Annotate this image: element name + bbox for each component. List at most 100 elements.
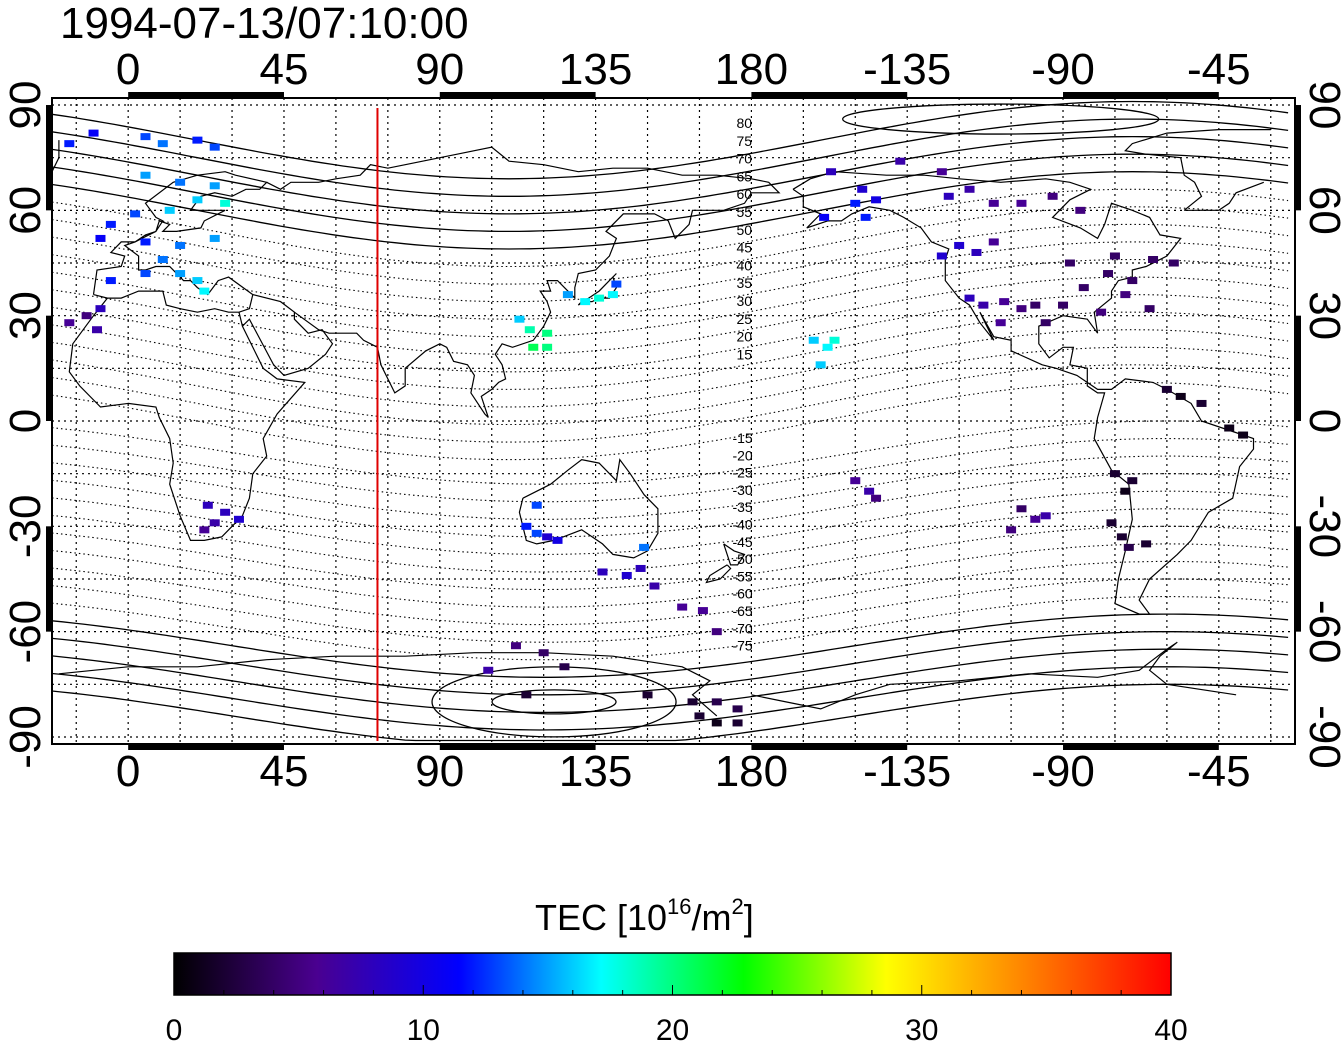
y-right-label: 60 bbox=[1300, 186, 1344, 235]
contour-label-20: 20 bbox=[736, 329, 752, 345]
tec-point bbox=[607, 291, 618, 299]
tec-point bbox=[850, 199, 861, 207]
contour-label--55: -55 bbox=[732, 568, 752, 584]
colorbar-tick-label: 30 bbox=[905, 1014, 938, 1047]
tec-point bbox=[524, 326, 535, 334]
tec-point bbox=[140, 171, 151, 179]
tec-point bbox=[988, 238, 999, 246]
colorbar-ticks: 0 10 20 30 40 bbox=[166, 985, 1188, 1047]
tec-point bbox=[822, 343, 833, 351]
contour-line bbox=[51, 118, 1289, 197]
x-bottom-label: 135 bbox=[559, 747, 632, 796]
tec-point bbox=[988, 199, 999, 207]
tec-point bbox=[594, 294, 605, 302]
contour-line bbox=[51, 578, 1289, 643]
tec-point bbox=[1127, 277, 1138, 285]
tec-point bbox=[1016, 505, 1027, 513]
tec-point bbox=[895, 157, 906, 165]
frame-bar-top bbox=[439, 92, 596, 98]
tec-point bbox=[209, 143, 220, 151]
y-left-label: 0 bbox=[1, 409, 50, 433]
tec-point bbox=[521, 691, 532, 699]
x-bottom-label: 90 bbox=[415, 747, 464, 796]
tec-point bbox=[642, 691, 653, 699]
x-top-label: -135 bbox=[863, 45, 951, 94]
y-left-label: 60 bbox=[1, 186, 50, 235]
coastline bbox=[518, 458, 659, 559]
map-timestamp: 1994-07-13/07:10:00 bbox=[60, 0, 469, 48]
x-bottom-label: -90 bbox=[1031, 747, 1095, 796]
y-left-label: -60 bbox=[1, 600, 50, 664]
tec-point bbox=[1175, 392, 1186, 400]
tec-point bbox=[1238, 431, 1249, 439]
frame-bar-top bbox=[1063, 92, 1219, 98]
tec-point bbox=[64, 140, 75, 148]
contour-label-40: 40 bbox=[736, 257, 752, 273]
frame-bar-right bbox=[1295, 315, 1301, 421]
x-top-label: 45 bbox=[260, 45, 309, 94]
south-pole-oval-outer bbox=[431, 666, 677, 738]
contour-label--45: -45 bbox=[732, 534, 752, 550]
colorbar-tick-label: 10 bbox=[407, 1014, 440, 1047]
tec-point bbox=[1016, 199, 1027, 207]
x-axis-bottom-labels: 0 45 90 135 180 -135 -90 -45 bbox=[116, 747, 1251, 796]
tec-point bbox=[1148, 256, 1159, 263]
colorbar-title-suffix: ] bbox=[744, 897, 754, 938]
tec-point bbox=[936, 168, 947, 176]
tec-point bbox=[140, 270, 151, 278]
y-left-label: 30 bbox=[1, 291, 50, 340]
tec-point bbox=[860, 213, 871, 221]
tec-point bbox=[220, 508, 231, 516]
y-axis-right-labels: 90 60 30 0 -30 -60 -90 bbox=[1300, 81, 1344, 769]
tec-point bbox=[808, 336, 819, 344]
tec-point bbox=[88, 129, 99, 137]
contour-label-70: 70 bbox=[736, 151, 752, 167]
coastline bbox=[68, 297, 306, 541]
tec-point bbox=[542, 343, 553, 351]
contour-line bbox=[51, 153, 1289, 233]
tec-point bbox=[538, 649, 549, 657]
contour-label-65: 65 bbox=[736, 168, 752, 184]
tec-point bbox=[1058, 301, 1069, 309]
y-left-label: 90 bbox=[1, 81, 50, 130]
tec-point bbox=[1168, 259, 1179, 267]
tec-point bbox=[81, 312, 92, 320]
colorbar-title-prefix: TEC [10 bbox=[535, 897, 667, 938]
contour-line bbox=[51, 560, 1289, 626]
contour-label-50: 50 bbox=[736, 222, 752, 238]
contour-label--75: -75 bbox=[732, 638, 752, 654]
contour-label--40: -40 bbox=[732, 517, 752, 533]
tec-point bbox=[1116, 533, 1127, 541]
y-right-label: -60 bbox=[1300, 600, 1344, 664]
tec-point bbox=[542, 329, 553, 337]
contour-label-30: 30 bbox=[736, 293, 752, 309]
tec-point bbox=[1141, 540, 1152, 548]
tec-point bbox=[1040, 512, 1051, 520]
tec-point bbox=[1144, 305, 1155, 313]
contour-label-60: 60 bbox=[736, 186, 752, 202]
tec-point bbox=[597, 568, 608, 576]
x-bottom-label: 0 bbox=[116, 747, 140, 796]
tec-point bbox=[92, 326, 103, 334]
tec-point bbox=[157, 140, 168, 148]
tec-point bbox=[1161, 385, 1172, 393]
tec-point bbox=[192, 196, 203, 204]
tec-point bbox=[1123, 543, 1134, 551]
tec-point bbox=[552, 536, 563, 544]
tec-point bbox=[95, 234, 106, 242]
contour-label--30: -30 bbox=[732, 482, 752, 498]
contour-label--15: -15 bbox=[732, 430, 752, 446]
coastline bbox=[266, 146, 781, 418]
contour-line bbox=[51, 455, 1289, 520]
tec-point bbox=[1106, 519, 1117, 527]
tec-point bbox=[531, 501, 542, 509]
tec-point bbox=[192, 136, 203, 144]
x-top-label: -90 bbox=[1031, 45, 1095, 94]
coastline bbox=[792, 171, 1255, 615]
tec-point bbox=[514, 315, 525, 323]
contour-label--65: -65 bbox=[732, 603, 752, 619]
colorbar-title-exponent: 16 bbox=[667, 894, 691, 919]
tec-point bbox=[1047, 192, 1058, 200]
contour-label--25: -25 bbox=[732, 465, 752, 481]
